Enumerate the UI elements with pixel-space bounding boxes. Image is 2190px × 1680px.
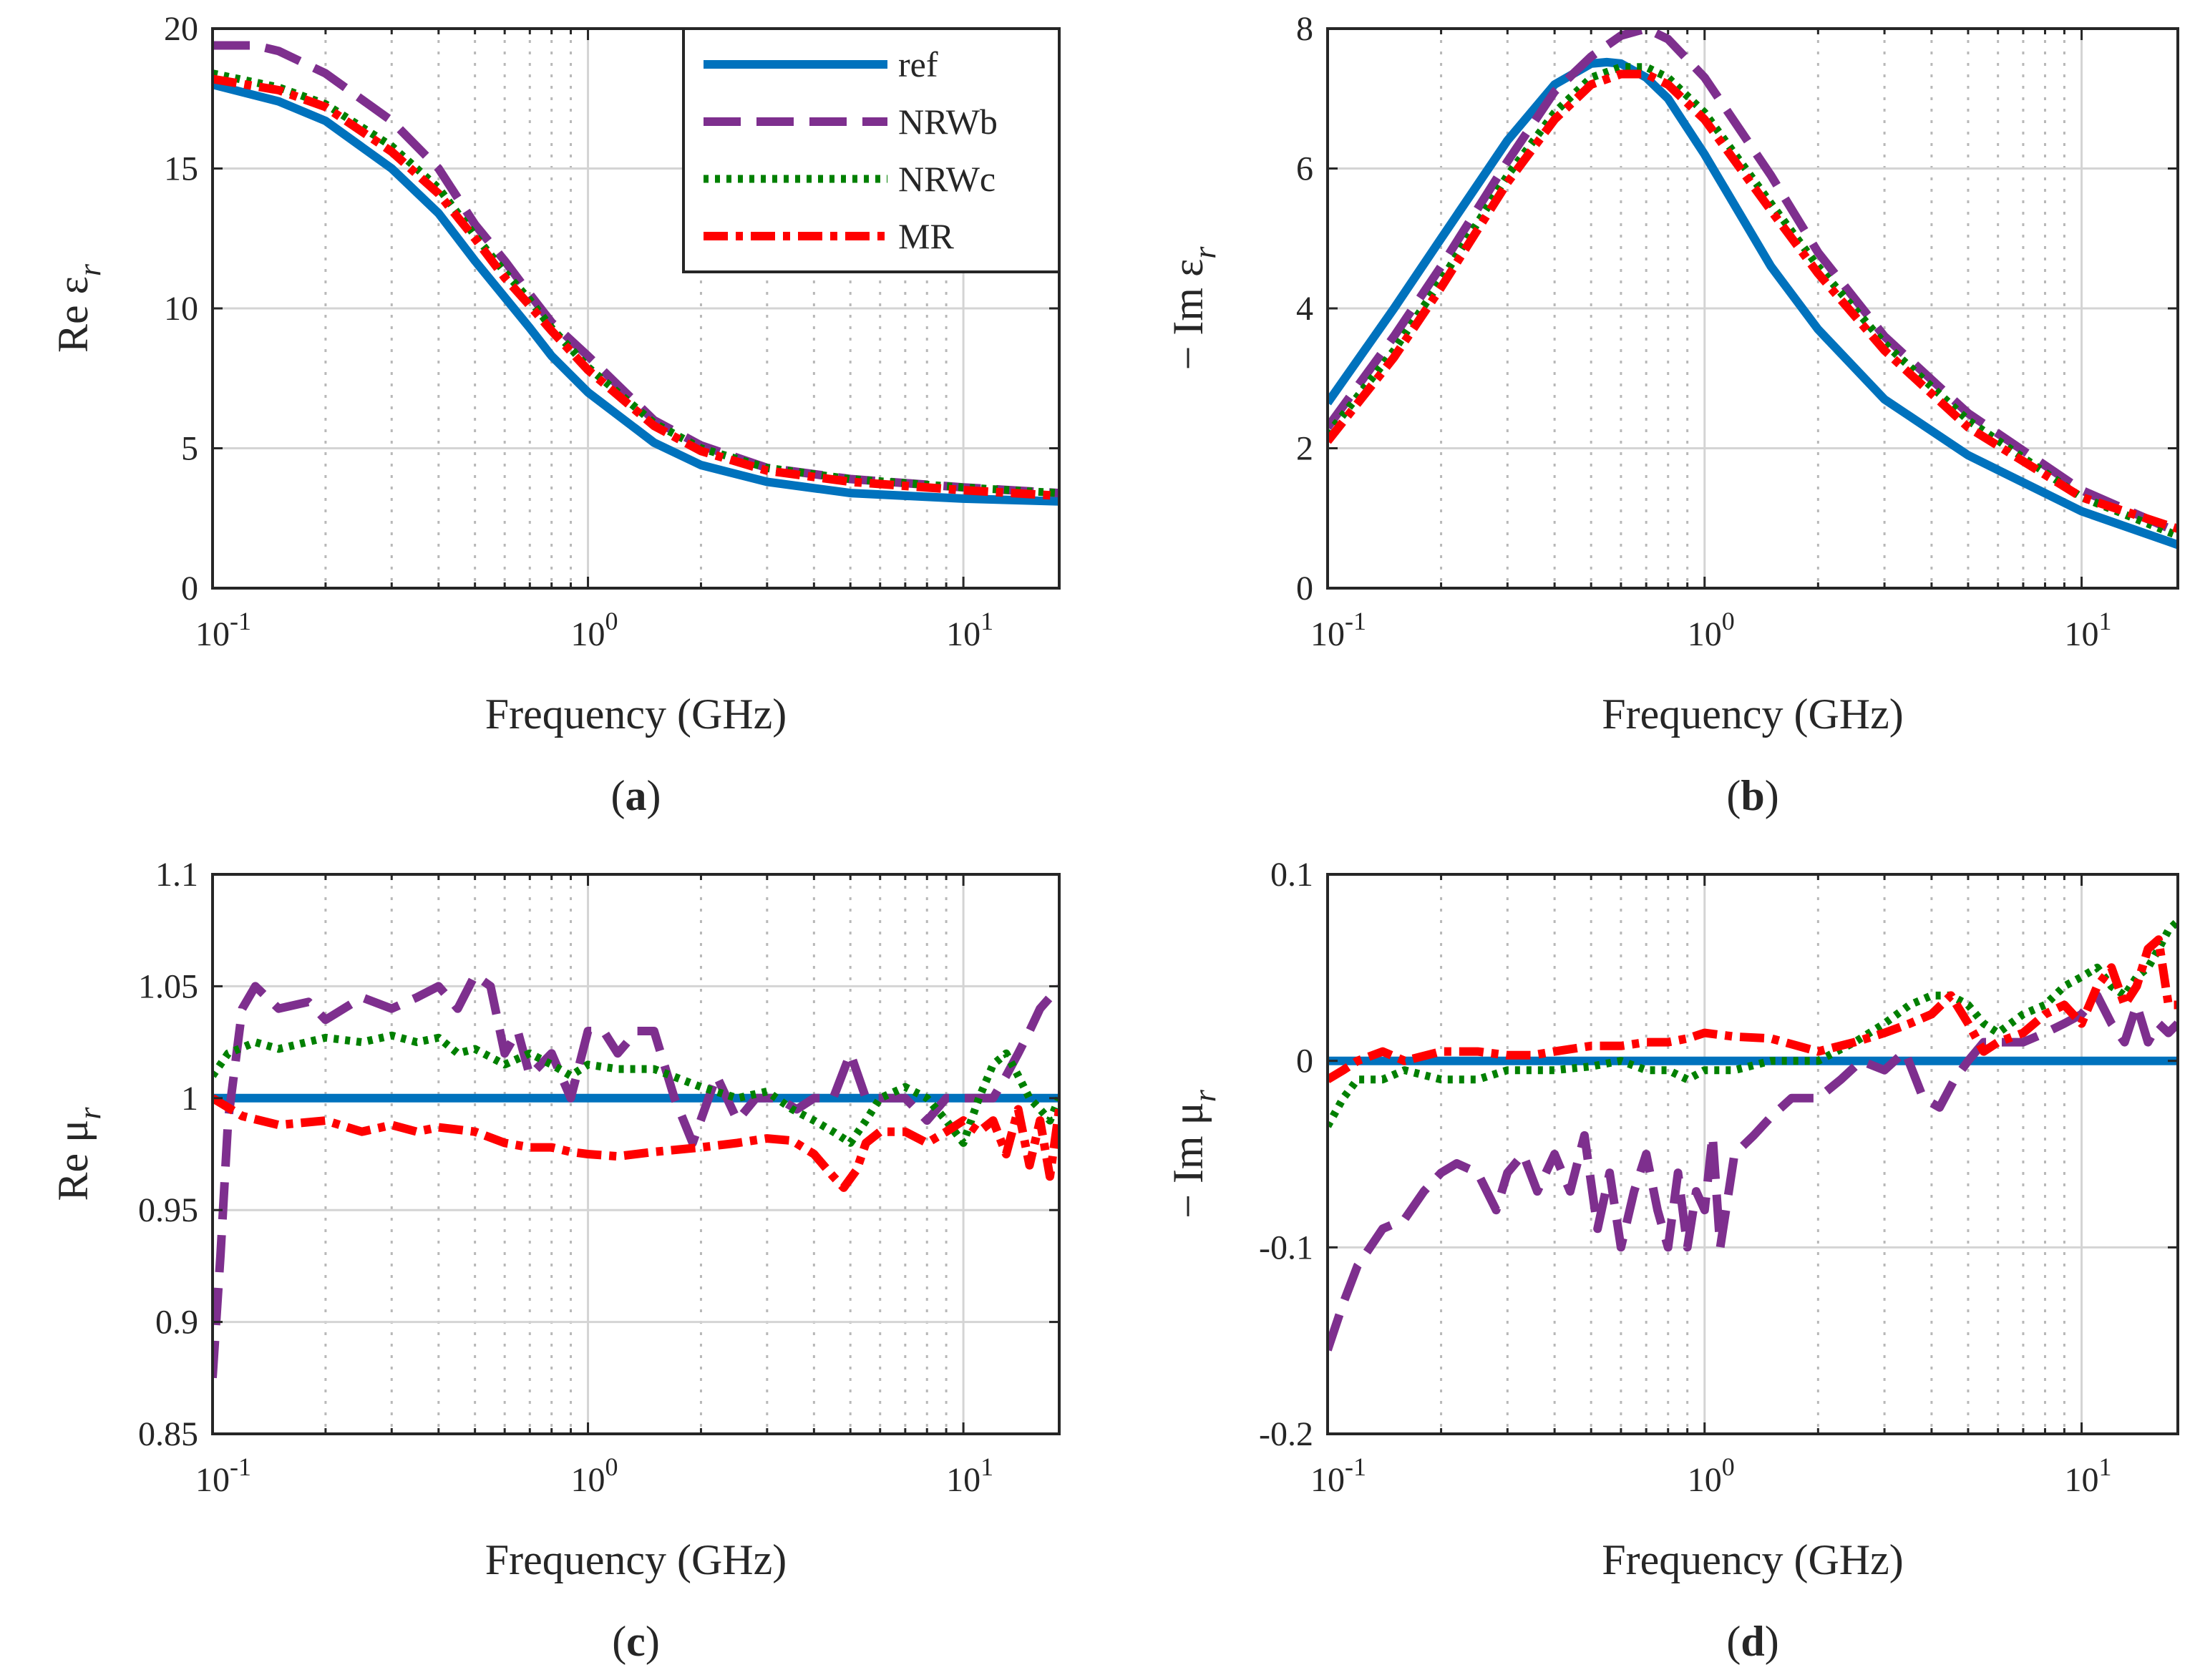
panel-b: 0 2 4 6 8 10-1 100 101 Frequency (GHz) − Im εr (b) xyxy=(1164,10,2179,819)
y-tick-label: 10 xyxy=(164,290,198,328)
y-tick-label: 1 xyxy=(181,1080,198,1118)
y-tick-label: -0.1 xyxy=(1259,1229,1313,1266)
y-tick-label: 0 xyxy=(181,570,198,607)
series-group xyxy=(1328,29,2178,550)
x-tick-label: 10-1 xyxy=(1310,1452,1366,1499)
y-axis-label: Re εr xyxy=(49,263,107,353)
y-tick-label: 1.1 xyxy=(155,856,198,894)
panel-a: 0 5 10 15 20 10-1 100 101 Frequency (GHz) Re εr (a… xyxy=(49,10,1061,819)
y-tick-label: 2 xyxy=(1296,430,1313,468)
x-axis-label: Frequency (GHz) xyxy=(485,690,787,738)
y-tick-label: 0.1 xyxy=(1270,856,1313,894)
series-ref xyxy=(1328,57,2178,550)
panel-d: -0.2 -0.1 0 0.1 10-1 100 101 Frequency (GHz) − I… xyxy=(1164,856,2179,1665)
x-tick-label: 100 xyxy=(1688,1452,1735,1499)
panel-label: (d) xyxy=(1726,1618,1778,1665)
series-group xyxy=(1328,918,2178,1352)
plot-area xyxy=(1328,874,2178,1434)
x-tick-label: 100 xyxy=(1688,607,1735,653)
series-mr xyxy=(1328,69,2178,533)
x-tick-label: 10-1 xyxy=(195,607,251,653)
series-group xyxy=(213,970,1059,1379)
y-tick-label: 8 xyxy=(1296,10,1313,48)
panel-label: (c) xyxy=(612,1618,660,1665)
series-nrwb xyxy=(1328,29,2178,537)
x-axis-label: Frequency (GHz) xyxy=(1602,1536,1904,1583)
x-tick-label: 100 xyxy=(571,607,618,653)
x-tick-label: 101 xyxy=(946,1452,993,1499)
y-axis-label: − Im εr xyxy=(1164,246,1222,371)
series-mr xyxy=(1328,935,2178,1083)
series-nrwb xyxy=(1328,991,2178,1352)
y-tick-label: -0.2 xyxy=(1259,1415,1313,1453)
legend-label-ref: ref xyxy=(898,44,938,84)
legend-box xyxy=(682,27,1061,273)
x-axis-label: Frequency (GHz) xyxy=(1602,690,1904,738)
x-tick-label: 101 xyxy=(2065,607,2112,653)
y-tick-label: 0.9 xyxy=(155,1304,198,1342)
panel-label: (a) xyxy=(611,772,661,819)
x-axis-label: Frequency (GHz) xyxy=(485,1536,787,1583)
y-tick-label: 4 xyxy=(1296,290,1313,328)
y-tick-label: 20 xyxy=(164,10,198,48)
legend-label-nrwc: NRWc xyxy=(898,159,996,199)
y-tick-label: 1.05 xyxy=(138,967,198,1005)
y-axis-label: Re μr xyxy=(49,1107,107,1201)
y-tick-label: 6 xyxy=(1296,150,1313,188)
axes-frame xyxy=(1326,873,2179,1435)
series-mr xyxy=(213,74,1059,500)
axes-frame xyxy=(211,873,1061,1435)
series-ref xyxy=(213,80,1059,506)
x-tick-label: 10-1 xyxy=(1310,607,1366,653)
x-tick-label: 101 xyxy=(946,607,993,653)
panel-c: 0.85 0.9 0.95 1 1.05 1.1 10-1 100 101 Frequency (… xyxy=(49,856,1061,1665)
y-tick-label: 15 xyxy=(164,150,198,188)
legend: ref NRWb NRWc MR xyxy=(682,27,1061,273)
series-mr xyxy=(213,1094,1059,1192)
x-tick-label: 10-1 xyxy=(195,1452,251,1499)
series-group xyxy=(213,41,1059,506)
y-tick-label: 0 xyxy=(1296,1042,1313,1080)
y-tick-label: 0.95 xyxy=(138,1191,198,1229)
series-nrwb xyxy=(213,970,1059,1379)
panel-label: (b) xyxy=(1726,772,1778,819)
x-tick-label: 100 xyxy=(571,1452,618,1499)
y-tick-label: 0.85 xyxy=(138,1415,198,1453)
x-tick-label: 101 xyxy=(2065,1452,2112,1499)
y-tick-label: 0 xyxy=(1296,570,1313,607)
y-tick-label: 5 xyxy=(181,430,198,468)
y-axis-label: − Im μr xyxy=(1164,1089,1222,1219)
legend-label-nrwb: NRWb xyxy=(898,102,998,142)
legend-label-mr: MR xyxy=(898,216,954,256)
